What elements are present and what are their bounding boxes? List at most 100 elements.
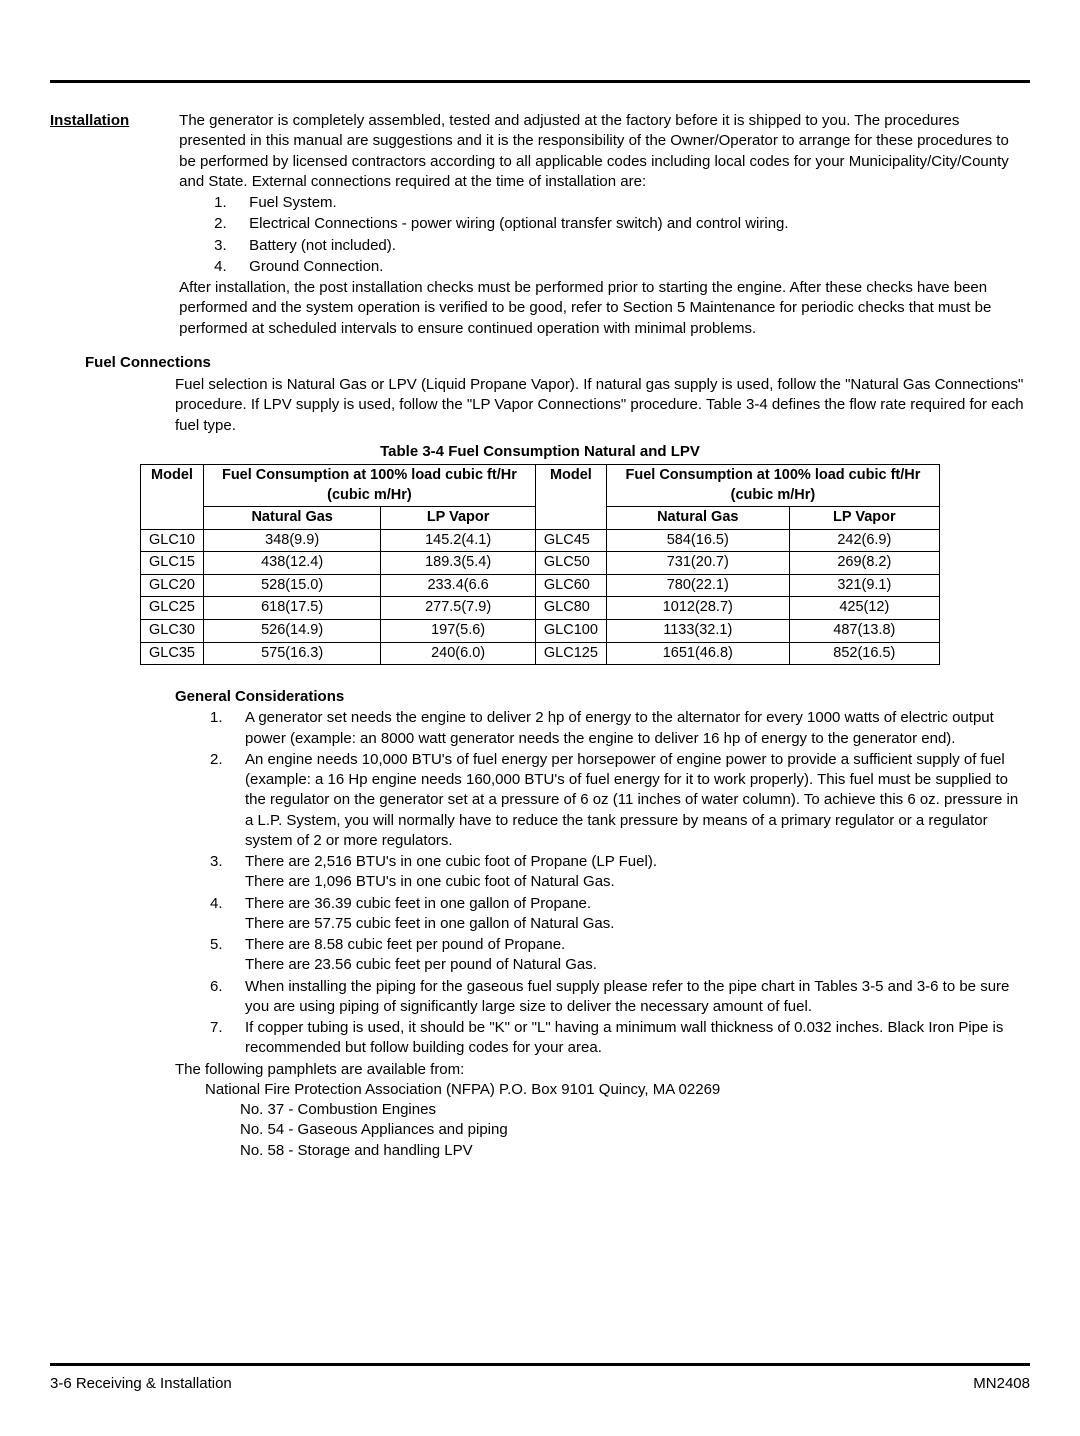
li-num: 1. xyxy=(214,193,249,213)
li-text: Ground Connection. xyxy=(249,257,1024,277)
table-cell: GLC20 xyxy=(141,574,204,597)
pamphlet-item: No. 58 - Storage and handling LPV xyxy=(240,1141,1030,1161)
consideration-item: 7.If copper tubing is used, it should be… xyxy=(210,1018,1030,1059)
table-cell: GLC100 xyxy=(535,619,606,642)
considerations-heading: General Considerations xyxy=(175,687,1030,707)
table-cell: GLC15 xyxy=(141,552,204,575)
table-cell: 321(9.1) xyxy=(789,574,939,597)
li-text: There are 2,516 BTU's in one cubic foot … xyxy=(245,852,1030,893)
th-fuel: Fuel Consumption at 100% load cubic ft/H… xyxy=(606,465,939,507)
table-cell: 731(20.7) xyxy=(606,552,789,575)
li-text: If copper tubing is used, it should be "… xyxy=(245,1018,1030,1059)
th-fuel: Fuel Consumption at 100% load cubic ft/H… xyxy=(203,465,535,507)
table-cell: 487(13.8) xyxy=(789,619,939,642)
table-cell: GLC50 xyxy=(535,552,606,575)
li-text: Fuel System. xyxy=(249,193,1024,213)
consideration-item: 3.There are 2,516 BTU's in one cubic foo… xyxy=(210,852,1030,893)
table-cell: 526(14.9) xyxy=(203,619,380,642)
table-row: GLC20528(15.0)233.4(6.6GLC60780(22.1)321… xyxy=(141,574,940,597)
installation-body: The generator is completely assembled, t… xyxy=(179,111,1024,339)
li-num: 2. xyxy=(214,214,249,234)
table-cell: GLC125 xyxy=(535,642,606,665)
table-cell: 528(15.0) xyxy=(203,574,380,597)
table-cell: 240(6.0) xyxy=(381,642,536,665)
general-considerations: General Considerations 1.A generator set… xyxy=(175,687,1030,1059)
table-cell: 277.5(7.9) xyxy=(381,597,536,620)
consideration-item: 4.There are 36.39 cubic feet in one gall… xyxy=(210,894,1030,935)
installation-intro: The generator is completely assembled, t… xyxy=(179,112,1009,190)
table-cell: GLC10 xyxy=(141,529,204,552)
li-text: Electrical Connections - power wiring (o… xyxy=(249,214,1024,234)
li-num: 7. xyxy=(210,1018,245,1059)
consideration-item: 1.A generator set needs the engine to de… xyxy=(210,708,1030,749)
table-cell: 145.2(4.1) xyxy=(381,529,536,552)
th-model: Model xyxy=(535,465,606,530)
table-cell: 1133(32.1) xyxy=(606,619,789,642)
table-row: GLC10348(9.9)145.2(4.1)GLC45584(16.5)242… xyxy=(141,529,940,552)
li-num: 3. xyxy=(214,236,249,256)
table-cell: 197(5.6) xyxy=(381,619,536,642)
li-num: 5. xyxy=(210,935,245,976)
table-cell: 780(22.1) xyxy=(606,574,789,597)
installation-after: After installation, the post installatio… xyxy=(179,279,991,337)
table-cell: 189.3(5.4) xyxy=(381,552,536,575)
consideration-item: 2.An engine needs 10,000 BTU's of fuel e… xyxy=(210,750,1030,851)
th-lpv: LP Vapor xyxy=(789,507,939,530)
table-row: GLC35575(16.3)240(6.0)GLC1251651(46.8)85… xyxy=(141,642,940,665)
pamphlet-item: No. 37 - Combustion Engines xyxy=(240,1100,1030,1120)
li-num: 2. xyxy=(210,750,245,851)
li-num: 6. xyxy=(210,977,245,1018)
table-cell: GLC35 xyxy=(141,642,204,665)
li-text: When installing the piping for the gaseo… xyxy=(245,977,1030,1018)
table-cell: GLC45 xyxy=(535,529,606,552)
th-ng: Natural Gas xyxy=(606,507,789,530)
table-cell: GLC25 xyxy=(141,597,204,620)
li-text: A generator set needs the engine to deli… xyxy=(245,708,1030,749)
fuel-connections-heading: Fuel Connections xyxy=(85,353,1030,373)
table-cell: 242(6.9) xyxy=(789,529,939,552)
pamphlets-intro: The following pamphlets are available fr… xyxy=(175,1060,1030,1080)
li-text: There are 36.39 cubic feet in one gallon… xyxy=(245,894,1030,935)
li-num: 4. xyxy=(214,257,249,277)
li-text: Battery (not included). xyxy=(249,236,1024,256)
table-row: GLC25618(17.5)277.5(7.9)GLC801012(28.7)4… xyxy=(141,597,940,620)
li-text: An engine needs 10,000 BTU's of fuel ene… xyxy=(245,750,1030,851)
th-model: Model xyxy=(141,465,204,530)
li-num: 4. xyxy=(210,894,245,935)
bottom-rule xyxy=(50,1363,1030,1366)
table-cell: 1651(46.8) xyxy=(606,642,789,665)
table-row: GLC15438(12.4)189.3(5.4)GLC50731(20.7)26… xyxy=(141,552,940,575)
pamphlets: The following pamphlets are available fr… xyxy=(175,1060,1030,1161)
table-cell: 618(17.5) xyxy=(203,597,380,620)
footer-left: 3-6 Receiving & Installation xyxy=(50,1374,232,1394)
fuel-connections-body: Fuel selection is Natural Gas or LPV (Li… xyxy=(175,375,1030,436)
table-cell: 1012(28.7) xyxy=(606,597,789,620)
table-cell: GLC30 xyxy=(141,619,204,642)
pamphlets-source: National Fire Protection Association (NF… xyxy=(205,1080,1030,1100)
table-cell: 269(8.2) xyxy=(789,552,939,575)
th-lpv: LP Vapor xyxy=(381,507,536,530)
consideration-item: 5.There are 8.58 cubic feet per pound of… xyxy=(210,935,1030,976)
table-cell: 438(12.4) xyxy=(203,552,380,575)
table-cell: 852(16.5) xyxy=(789,642,939,665)
consideration-item: 6.When installing the piping for the gas… xyxy=(210,977,1030,1018)
table-cell: GLC80 xyxy=(535,597,606,620)
th-ng: Natural Gas xyxy=(203,507,380,530)
li-num: 1. xyxy=(210,708,245,749)
installation-heading: Installation xyxy=(50,111,175,131)
fuel-consumption-table: Model Fuel Consumption at 100% load cubi… xyxy=(140,464,940,665)
li-text: There are 8.58 cubic feet per pound of P… xyxy=(245,935,1030,976)
table-cell: 348(9.9) xyxy=(203,529,380,552)
footer-right: MN2408 xyxy=(973,1374,1030,1394)
table-cell: 425(12) xyxy=(789,597,939,620)
li-num: 3. xyxy=(210,852,245,893)
table-cell: 584(16.5) xyxy=(606,529,789,552)
considerations-list: 1.A generator set needs the engine to de… xyxy=(210,708,1030,1058)
installation-section: Installation The generator is completely… xyxy=(50,111,1030,339)
table-cell: GLC60 xyxy=(535,574,606,597)
table-caption: Table 3-4 Fuel Consumption Natural and L… xyxy=(50,442,1030,462)
installation-list: 1.Fuel System. 2.Electrical Connections … xyxy=(214,193,1024,277)
table-cell: 233.4(6.6 xyxy=(381,574,536,597)
pamphlet-item: No. 54 - Gaseous Appliances and piping xyxy=(240,1120,1030,1140)
table-row: GLC30526(14.9)197(5.6)GLC1001133(32.1)48… xyxy=(141,619,940,642)
